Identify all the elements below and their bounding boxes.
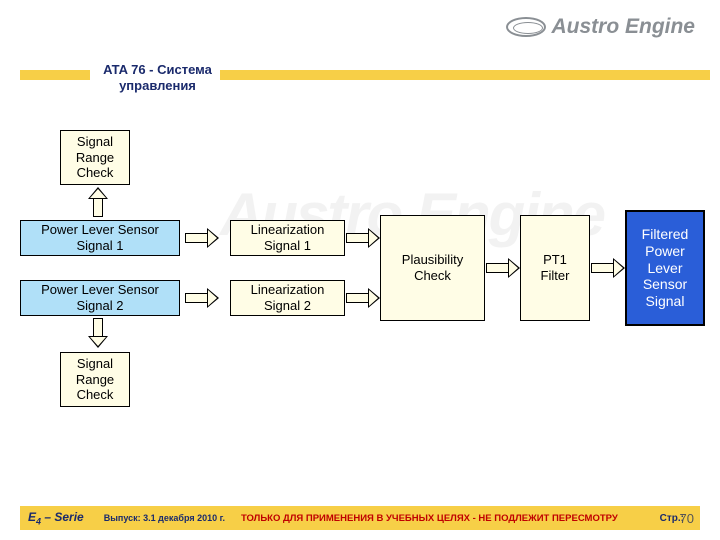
arrow-right-4 [486, 258, 520, 278]
node-out: FilteredPowerLeverSensorSignal [625, 210, 705, 326]
footer-bar: E4 – Serie Выпуск: 3.1 декабря 2010 г. Т… [20, 506, 700, 530]
arrow-vert-1 [88, 318, 108, 348]
arrow-vert-0 [88, 187, 108, 217]
node-pls2: Power Lever SensorSignal 2 [20, 280, 180, 316]
node-src2: SignalRangeCheck [60, 352, 130, 407]
node-src1: SignalRangeCheck [60, 130, 130, 185]
footer-warning: ТОЛЬКО ДЛЯ ПРИМЕНЕНИЯ В УЧЕБНЫХ ЦЕЛЯХ - … [241, 513, 660, 524]
logo-ring-icon [506, 17, 546, 37]
node-plaus: PlausibilityCheck [380, 215, 485, 321]
title-accent-left [20, 70, 90, 80]
footer-series: E4 – Serie [28, 510, 84, 526]
title-accent-right [220, 70, 710, 80]
arrow-right-5 [591, 258, 625, 278]
signal-flow-diagram: SignalRangeCheck Power Lever SensorSignal… [0, 120, 720, 450]
logo-text: Austro Engine [551, 15, 695, 38]
page-title: ATA 76 - Система управления [95, 62, 220, 93]
header: Austro Engine ATA 76 - Система управлени… [0, 10, 720, 95]
node-lin2: LinearizationSignal 2 [230, 280, 345, 316]
footer-issue: Выпуск: 3.1 декабря 2010 г. [104, 513, 225, 523]
node-pls1: Power Lever SensorSignal 1 [20, 220, 180, 256]
arrow-right-0 [185, 228, 219, 248]
arrow-right-2 [346, 228, 380, 248]
arrow-right-1 [185, 288, 219, 308]
arrow-right-3 [346, 288, 380, 308]
page-number: 70 [680, 511, 694, 526]
node-lin1: LinearizationSignal 1 [230, 220, 345, 256]
node-pt1: PT1Filter [520, 215, 590, 321]
brand-logo: Austro Engine [506, 15, 695, 39]
